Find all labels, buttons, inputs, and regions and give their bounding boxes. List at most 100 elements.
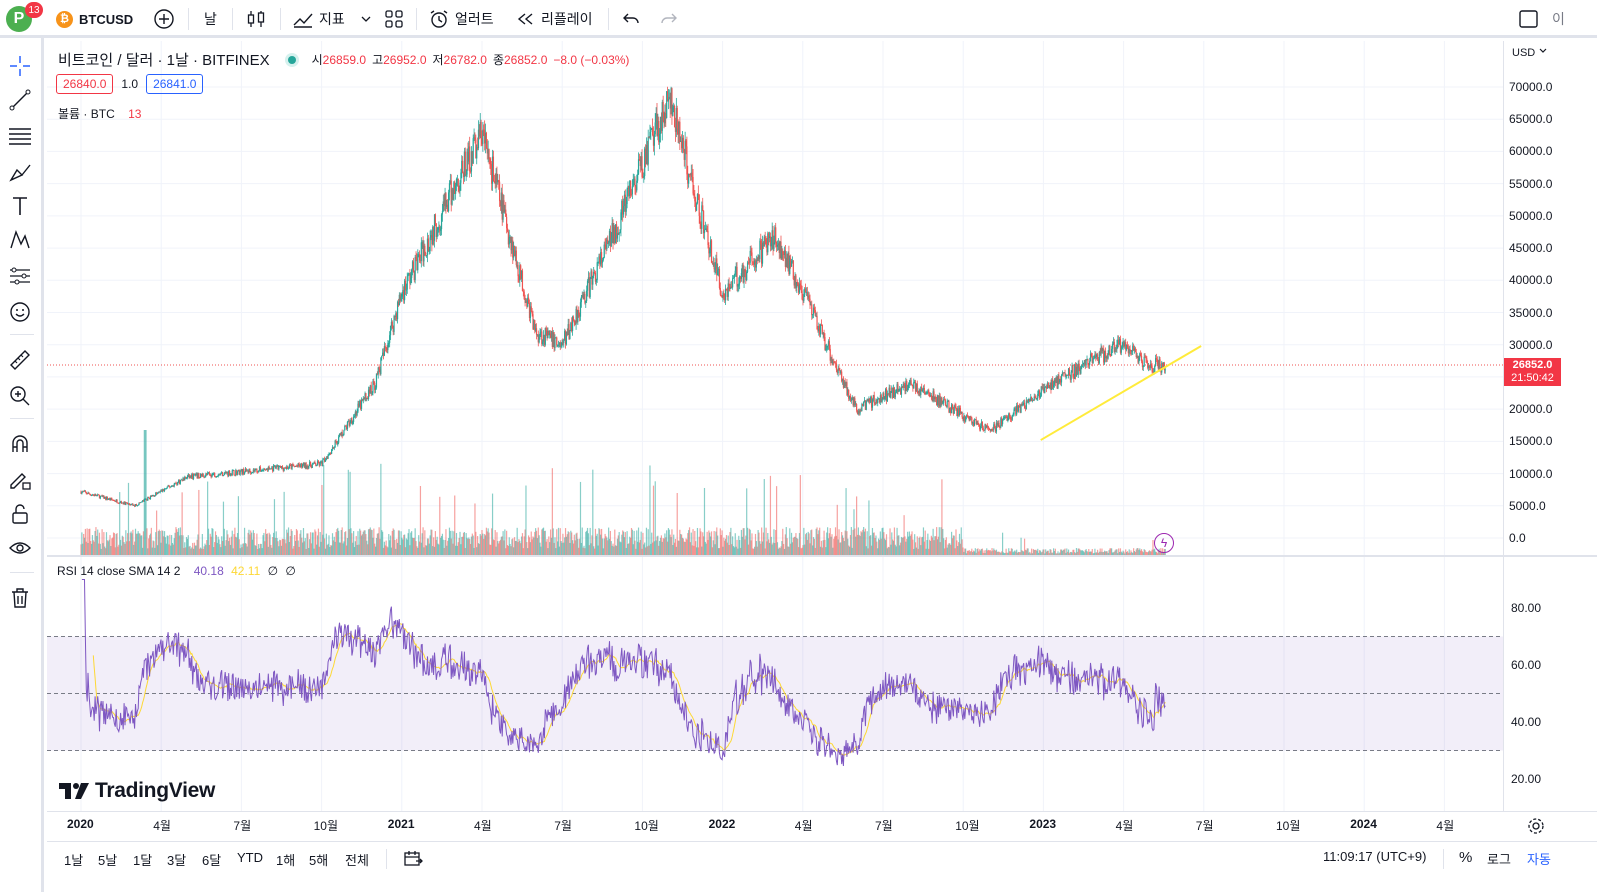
- volume-bar: [535, 528, 537, 555]
- volume-bar: [952, 535, 954, 555]
- candle-body: [393, 315, 395, 332]
- candle-body: [870, 396, 872, 403]
- range-button-5[interactable]: YTD: [237, 850, 263, 865]
- candle-body: [232, 470, 234, 471]
- symbol-search-button[interactable]: ₿ BTCUSD: [56, 4, 133, 34]
- pattern-tool[interactable]: [6, 226, 34, 254]
- magnet-tool[interactable]: [6, 430, 34, 458]
- measure-tool[interactable]: [6, 346, 34, 374]
- candle-body: [1073, 376, 1075, 379]
- lock-drawings-tool[interactable]: [6, 500, 34, 528]
- redo-button[interactable]: [660, 4, 678, 34]
- chart-svg[interactable]: [47, 41, 1597, 841]
- indicator-templates-dropdown[interactable]: [360, 4, 372, 34]
- volume-bar: [692, 529, 694, 555]
- buy-button[interactable]: 26841.0: [146, 74, 204, 94]
- fullscreen-button[interactable]: [1518, 4, 1540, 34]
- crosshair-tool[interactable]: [6, 52, 34, 80]
- log-toggle[interactable]: 로그: [1487, 852, 1511, 867]
- volume-bar: [849, 535, 852, 555]
- volume-bar: [908, 531, 910, 555]
- replay-button[interactable]: 리플레이: [516, 4, 593, 34]
- candle-body: [796, 282, 798, 288]
- forecast-tool[interactable]: [6, 262, 34, 290]
- candle-body: [657, 120, 659, 136]
- settings-button[interactable]: [1527, 817, 1545, 840]
- clock[interactable]: 11:09:17 (UTC+9): [1323, 849, 1427, 864]
- hide-drawings-tool[interactable]: [6, 534, 34, 562]
- volume-bar: [531, 539, 533, 555]
- candle-body: [257, 471, 259, 473]
- trendline-tool[interactable]: [6, 86, 34, 114]
- volume-bar: [595, 535, 597, 555]
- volume-bar: [659, 537, 662, 555]
- candle-body: [1144, 356, 1146, 358]
- brush-tool[interactable]: [6, 158, 34, 186]
- candle-body: [928, 390, 930, 394]
- volume-bar: [343, 541, 345, 555]
- candle-body: [794, 275, 796, 286]
- range-button-3[interactable]: 3달: [167, 853, 187, 868]
- volume-bar: [1114, 550, 1116, 555]
- text-tool[interactable]: [6, 192, 34, 220]
- percent-toggle[interactable]: %: [1459, 849, 1473, 866]
- sell-button[interactable]: 26840.0: [56, 74, 114, 94]
- chart-type-button[interactable]: [246, 4, 266, 34]
- candle-body: [582, 294, 584, 300]
- candle-body: [691, 172, 693, 177]
- volume-bar: [455, 532, 458, 555]
- volume-bar: [138, 533, 140, 555]
- range-button-2[interactable]: 1달: [133, 853, 153, 868]
- undo-button[interactable]: [622, 4, 640, 34]
- volume-bar: [777, 548, 779, 555]
- remove-drawings-tool[interactable]: [6, 584, 34, 612]
- stay-in-drawing-tool[interactable]: [6, 466, 34, 494]
- range-button-0[interactable]: 1날: [64, 853, 84, 868]
- rsi-label[interactable]: RSI 14 close SMA 14 2: [57, 564, 181, 578]
- volume-bar: [579, 538, 581, 555]
- candle-body: [1026, 400, 1028, 402]
- range-button-8[interactable]: 전체: [345, 853, 369, 868]
- volume-bar: [1047, 550, 1049, 555]
- emoji-tool[interactable]: [6, 298, 34, 326]
- candle-body: [1093, 358, 1095, 360]
- volume-bar: [646, 546, 648, 555]
- goto-date-button[interactable]: [403, 850, 423, 873]
- candle-body: [1143, 356, 1145, 367]
- chart-area[interactable]: [47, 41, 1597, 841]
- interval-button[interactable]: 날: [204, 4, 217, 34]
- volume-label[interactable]: 볼륨 · BTC: [58, 107, 115, 121]
- volume-bar: [492, 539, 495, 555]
- volume-bar: [452, 543, 454, 555]
- fib-tool[interactable]: [6, 122, 34, 150]
- volume-bar: [1005, 548, 1007, 555]
- lightning-icon[interactable]: ϟ: [1154, 533, 1174, 553]
- volume-bar: [338, 542, 341, 555]
- volume-bar: [872, 532, 874, 555]
- alert-button[interactable]: 얼러트: [428, 4, 494, 34]
- range-button-6[interactable]: 1해: [276, 853, 296, 868]
- candle-body: [236, 471, 239, 475]
- volume-bar: [481, 530, 483, 555]
- currency-selector[interactable]: USD: [1512, 46, 1548, 59]
- volume-bar: [841, 535, 844, 555]
- indicators-button[interactable]: 지표: [292, 4, 345, 34]
- range-button-1[interactable]: 5날: [98, 853, 118, 868]
- volume-bar: [479, 534, 481, 555]
- candle-body: [956, 409, 958, 416]
- range-button-7[interactable]: 5해: [309, 853, 329, 868]
- symbol-title[interactable]: 비트코인 / 달러 · 1날 · BITFINEX: [58, 52, 270, 69]
- volume-bar: [1082, 551, 1085, 555]
- volume-bar: [450, 538, 452, 555]
- candle-body: [821, 324, 823, 335]
- candle-body: [1159, 359, 1161, 367]
- candle-body: [884, 397, 886, 400]
- compare-add-button[interactable]: [153, 4, 175, 34]
- zoom-tool[interactable]: [6, 382, 34, 410]
- auto-toggle[interactable]: 자동: [1527, 852, 1551, 867]
- candle-body: [826, 345, 828, 349]
- range-button-4[interactable]: 6달: [202, 853, 222, 868]
- layout-button[interactable]: [384, 4, 404, 34]
- volume-bar: [312, 532, 314, 555]
- candle-body: [938, 395, 940, 406]
